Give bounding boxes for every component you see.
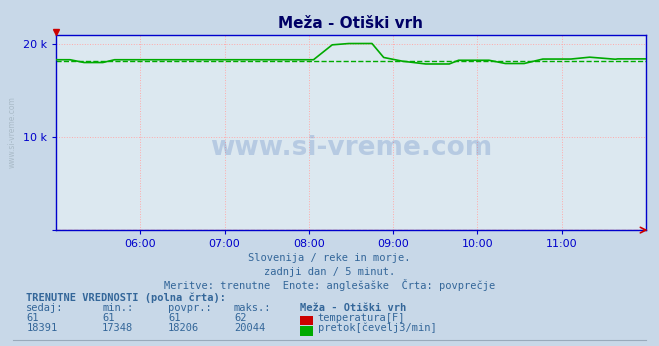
Text: 62: 62 <box>234 313 246 323</box>
Text: 61: 61 <box>26 313 39 323</box>
Text: 20044: 20044 <box>234 324 265 334</box>
Text: pretok[čevelj3/min]: pretok[čevelj3/min] <box>318 323 436 334</box>
Text: povpr.:: povpr.: <box>168 303 212 313</box>
Text: sedaj:: sedaj: <box>26 303 64 313</box>
Text: www.si-vreme.com: www.si-vreme.com <box>210 135 492 161</box>
Text: www.si-vreme.com: www.si-vreme.com <box>7 97 16 168</box>
Text: TRENUTNE VREDNOSTI (polna črta):: TRENUTNE VREDNOSTI (polna črta): <box>26 292 226 303</box>
Text: min.:: min.: <box>102 303 133 313</box>
Text: 18206: 18206 <box>168 324 199 334</box>
Text: Meža - Otiški vrh: Meža - Otiški vrh <box>300 303 406 313</box>
Text: 18391: 18391 <box>26 324 57 334</box>
Text: Meritve: trenutne  Enote: anglešaške  Črta: povprečje: Meritve: trenutne Enote: anglešaške Črta… <box>164 279 495 291</box>
Text: 17348: 17348 <box>102 324 133 334</box>
Text: temperatura[F]: temperatura[F] <box>318 313 405 323</box>
Text: maks.:: maks.: <box>234 303 272 313</box>
Text: 61: 61 <box>102 313 115 323</box>
Text: Slovenija / reke in morje.: Slovenija / reke in morje. <box>248 253 411 263</box>
Text: zadnji dan / 5 minut.: zadnji dan / 5 minut. <box>264 267 395 277</box>
Text: 61: 61 <box>168 313 181 323</box>
Title: Meža - Otiški vrh: Meža - Otiški vrh <box>278 16 424 31</box>
